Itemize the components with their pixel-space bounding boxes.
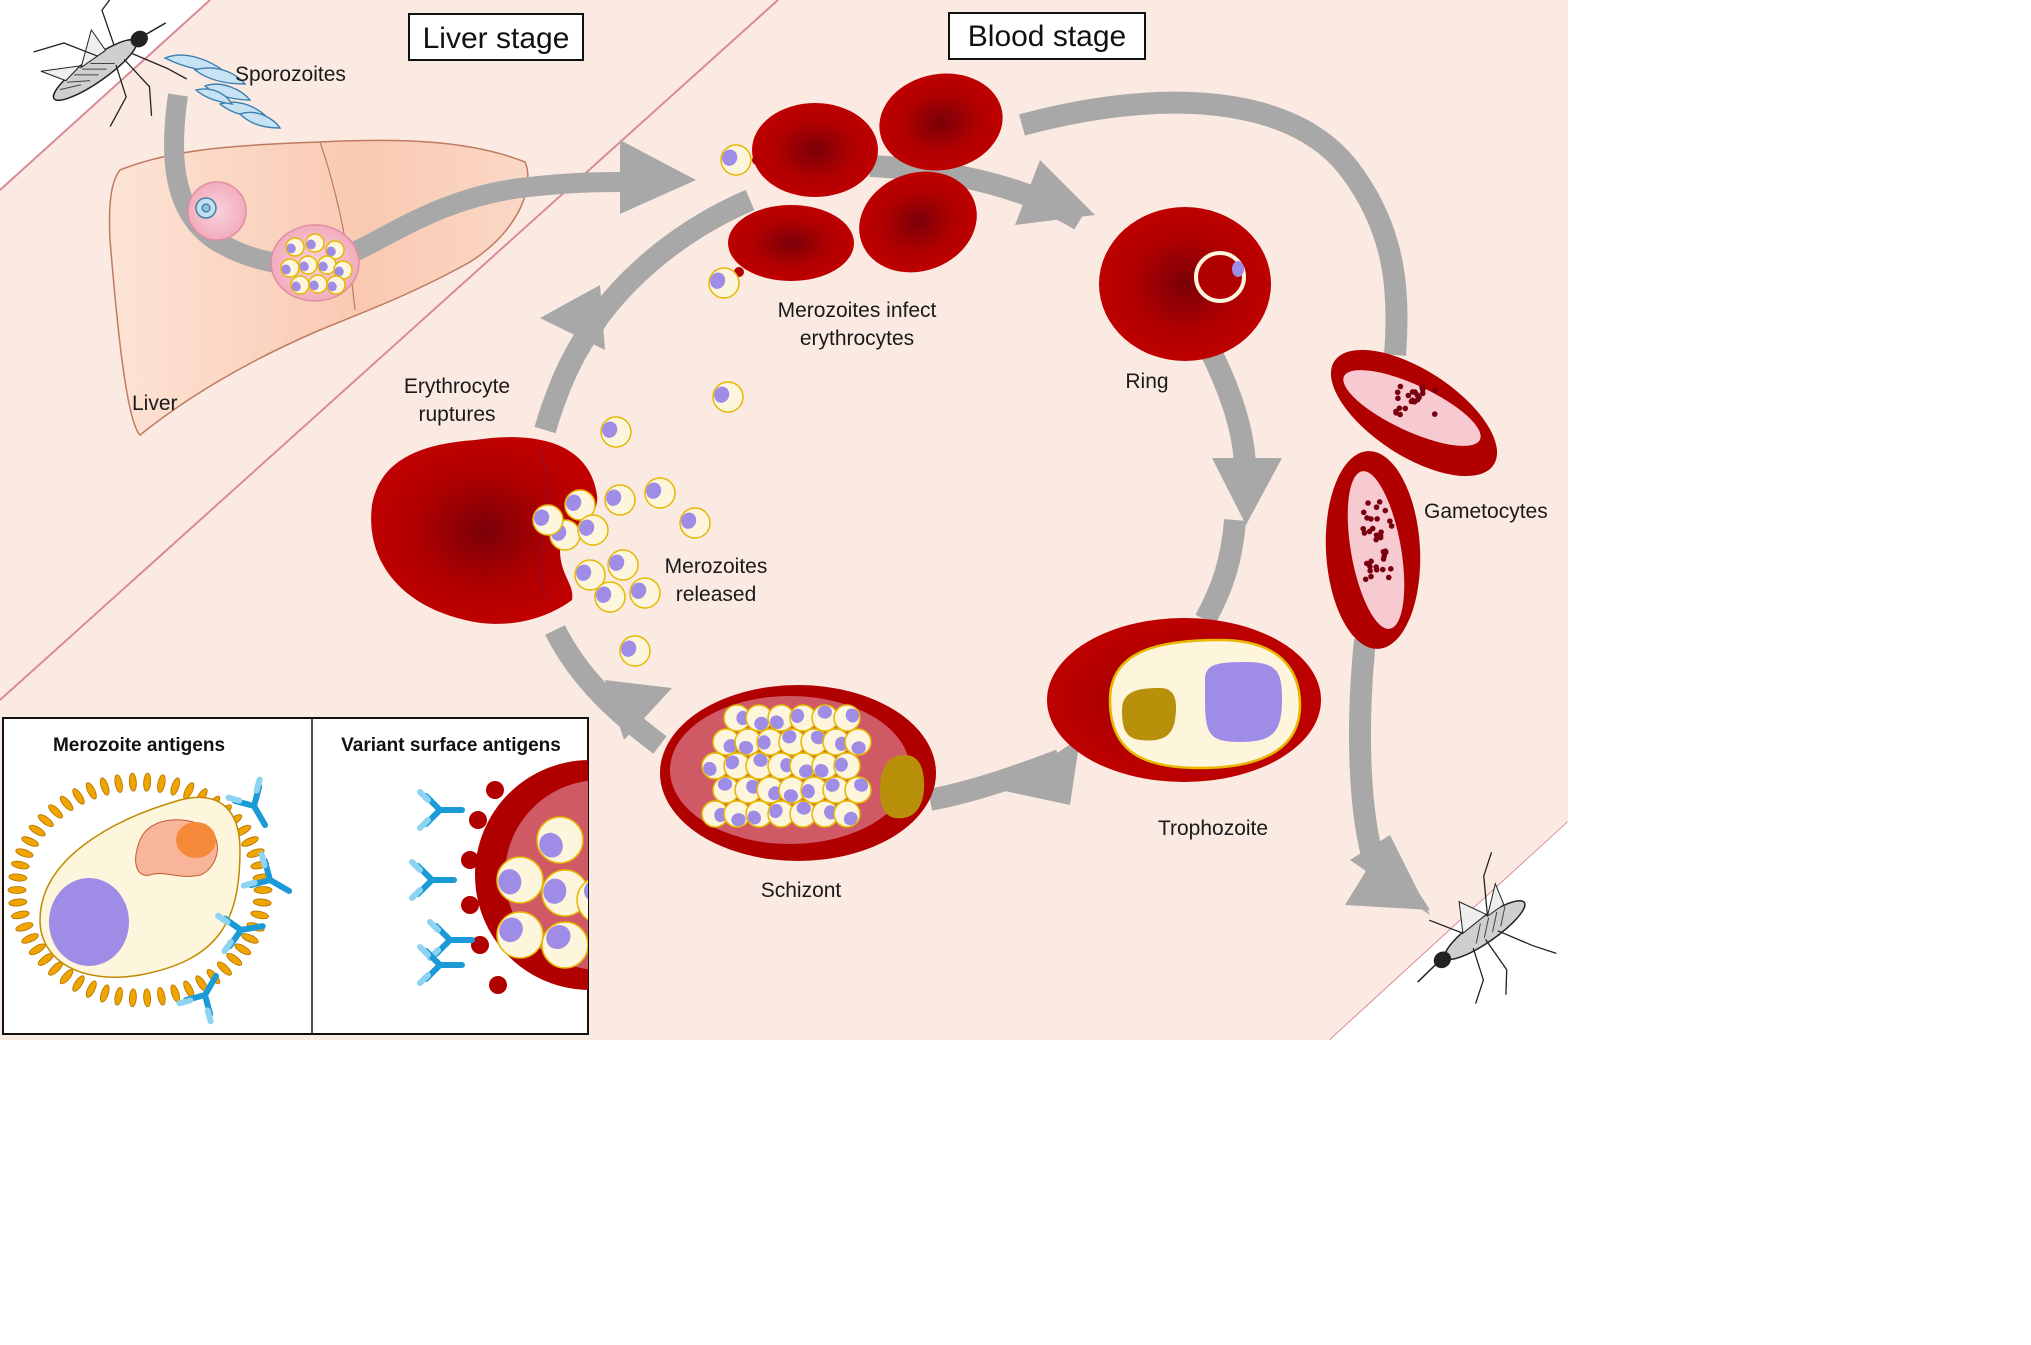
merozoite [629, 577, 661, 609]
malaria-life-cycle-diagram: Liver stage Blood stage Liver [0, 0, 1568, 1040]
free-merozoites [532, 144, 752, 667]
merozoite [644, 477, 676, 509]
sporozoites: Sporozoites [163, 54, 346, 129]
svg-text:Trophozoite: Trophozoite [1158, 817, 1268, 840]
merozoite [789, 800, 817, 828]
merozoite [541, 921, 588, 969]
merozoite [800, 728, 828, 756]
merozoite [745, 704, 773, 732]
merozoite [536, 816, 584, 864]
merozoite [822, 776, 850, 804]
svg-text:Liver stage: Liver stage [423, 22, 570, 55]
merozoite [280, 258, 300, 278]
merozoite [577, 514, 609, 546]
trophozoite-cell: Trophozoite [1047, 618, 1321, 840]
svg-text:Sporozoites: Sporozoites [235, 63, 346, 86]
liver-schizont [270, 224, 360, 302]
svg-text:Erythrocyte: Erythrocyte [404, 375, 510, 398]
merozoite [778, 776, 806, 804]
ring-stage-cell: Ring [1099, 207, 1271, 393]
infected-hepatocyte [187, 181, 247, 241]
svg-text:Merozoites: Merozoites [665, 555, 768, 578]
antibody [225, 776, 268, 829]
merozoite [325, 240, 345, 260]
antibody [176, 972, 219, 1025]
antibody [417, 789, 465, 831]
merozoite [833, 752, 861, 780]
merozoite [720, 144, 752, 176]
merozoite [532, 504, 564, 536]
merozoite [576, 878, 588, 921]
gametocyte-route-arrow [1019, 91, 1430, 915]
merozoite [789, 752, 817, 780]
mosquito-icon [33, 0, 188, 127]
svg-text:Merozoite antigens: Merozoite antigens [53, 735, 225, 756]
liver-stage-title: Liver stage [408, 13, 584, 61]
merozoite [712, 728, 740, 756]
merozoite [326, 275, 346, 295]
merozoite [333, 260, 353, 280]
infected-erythrocytes-cluster [728, 73, 1003, 281]
merozoite [844, 776, 872, 804]
merozoite [723, 800, 751, 828]
merozoite-antigen-figure [7, 772, 293, 1025]
svg-text:Schizont: Schizont [761, 879, 842, 902]
merozoite [712, 381, 744, 413]
merozoite [745, 752, 773, 780]
svg-text:released: released [676, 583, 757, 606]
merozoite [574, 559, 606, 591]
merozoite [701, 752, 729, 780]
merozoite [844, 728, 872, 756]
merozoite [708, 267, 740, 299]
merozoite [811, 704, 839, 732]
merozoite [604, 484, 636, 516]
merozoite [679, 507, 711, 539]
merozoite [298, 255, 318, 275]
svg-text:erythrocytes: erythrocytes [800, 327, 914, 350]
variant-surface-antigen-figure [409, 760, 588, 994]
merozoite [607, 549, 639, 581]
merozoite [496, 911, 544, 959]
merozoites-infect-label: Merozoites infect erythrocytes [778, 299, 937, 350]
svg-text:Variant surface antigens: Variant surface antigens [341, 735, 561, 756]
merozoite [767, 752, 795, 780]
svg-text:Ring: Ring [1125, 370, 1168, 393]
svg-text:ruptures: ruptures [418, 403, 495, 426]
merozoite [564, 489, 596, 521]
merozoite [285, 237, 305, 257]
svg-text:Merozoites infect: Merozoites infect [778, 299, 937, 322]
merozoite [767, 704, 795, 732]
schizont-cell: Schizont [660, 685, 936, 902]
merozoite [541, 869, 588, 917]
gametocytes: Gametocytes [1325, 349, 1548, 649]
merozoite [619, 635, 651, 667]
blood-cycle-arrowheads [540, 160, 1282, 805]
blood-stage-title: Blood stage [948, 12, 1146, 60]
merozoite [833, 704, 861, 732]
merozoite [723, 752, 751, 780]
antibody [417, 944, 465, 986]
merozoite [745, 800, 773, 828]
merozoite [290, 275, 310, 295]
antibody [215, 912, 266, 955]
svg-text:Liver: Liver [132, 392, 178, 415]
merozoite [600, 416, 632, 448]
merozoite [833, 800, 861, 828]
merozoites-released-label: Merozoites released [665, 555, 768, 606]
svg-text:Blood stage: Blood stage [968, 20, 1126, 53]
merozoite [734, 776, 762, 804]
antibody [409, 859, 457, 901]
merozoite [594, 581, 626, 613]
merozoite [317, 255, 337, 275]
merozoite [734, 728, 762, 756]
svg-text:Gametocytes: Gametocytes [1424, 500, 1548, 523]
merozoite [308, 274, 328, 294]
merozoite [305, 233, 325, 253]
merozoite [800, 776, 828, 804]
ruptured-erythrocyte: Erythrocyte ruptures [371, 375, 598, 624]
mosquito-icon [1417, 851, 1557, 1004]
merozoite [496, 856, 544, 904]
antibody [240, 851, 293, 894]
